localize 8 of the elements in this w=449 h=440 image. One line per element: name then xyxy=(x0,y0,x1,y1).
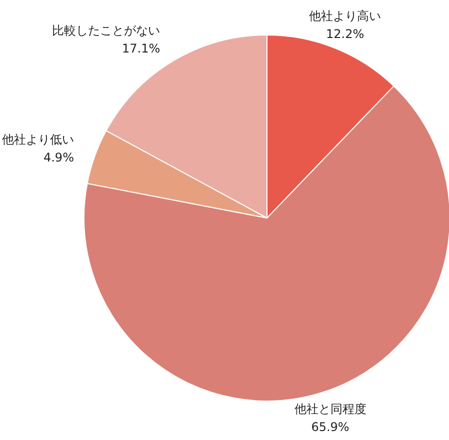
data-label: 12.2% xyxy=(326,27,364,42)
slice-label: 他社より低い xyxy=(2,132,74,147)
slice-label: 比較したことがない xyxy=(52,23,160,38)
slice-label: 他社と同程度 xyxy=(294,402,366,416)
data-label: 17.1% xyxy=(122,41,160,56)
slice-label: 他社より高い xyxy=(309,9,382,24)
data-label: 65.9% xyxy=(311,420,350,434)
data-label: 4.9% xyxy=(44,150,74,165)
